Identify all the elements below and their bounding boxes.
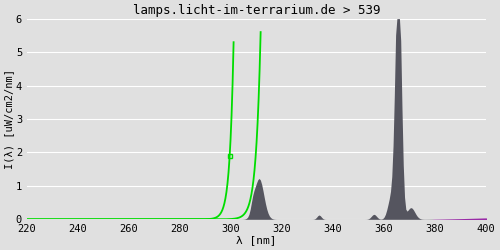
Y-axis label: I(λ) [uW/cm2/nm]: I(λ) [uW/cm2/nm] <box>4 69 15 169</box>
Title: lamps.licht-im-terrarium.de > 539: lamps.licht-im-terrarium.de > 539 <box>133 4 380 18</box>
X-axis label: λ [nm]: λ [nm] <box>236 236 277 246</box>
